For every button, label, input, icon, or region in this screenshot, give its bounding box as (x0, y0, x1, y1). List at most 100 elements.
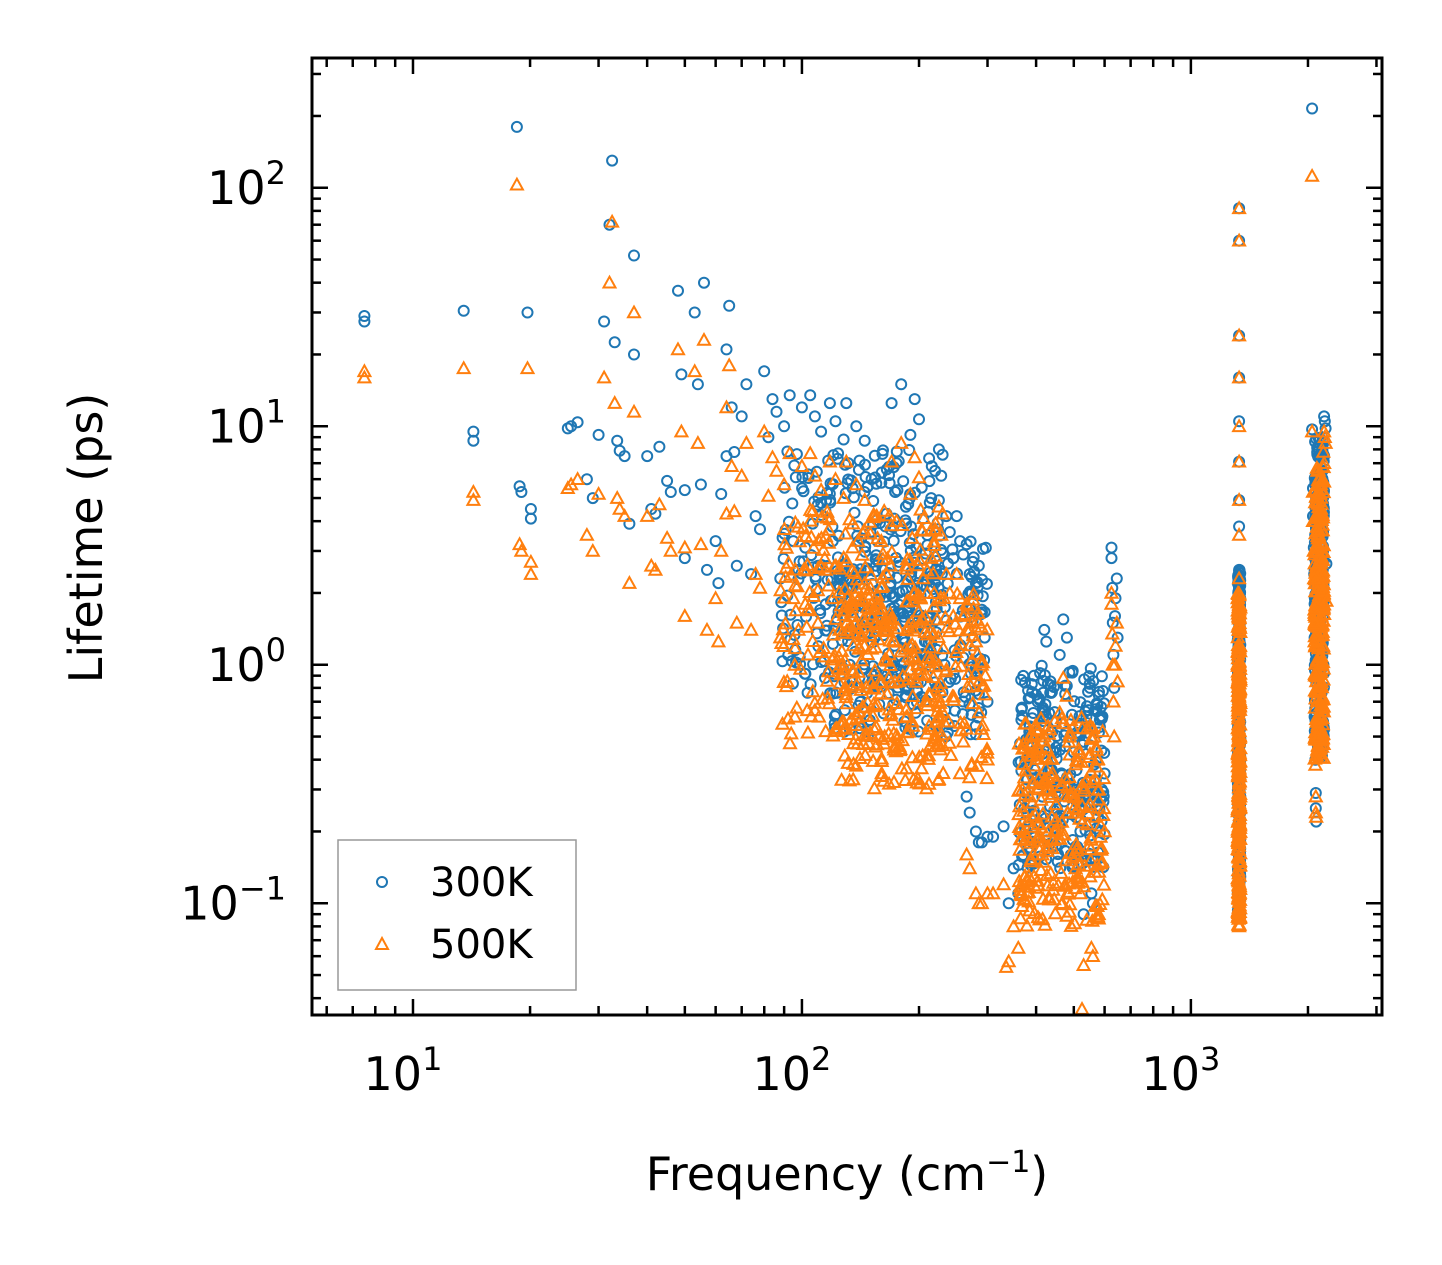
300k-point (515, 486, 528, 498)
500k-point (1230, 870, 1246, 884)
500k-point (1052, 704, 1068, 719)
300k-point (925, 492, 938, 505)
x-tick-label: 103 (1141, 1040, 1220, 1101)
500k-point (1314, 655, 1330, 670)
300k-point (608, 336, 621, 349)
500k-point (1311, 681, 1327, 696)
500k-point (866, 506, 882, 521)
300k-point (976, 573, 988, 586)
500k-point (812, 644, 828, 658)
300k-point (966, 555, 979, 568)
500k-point (886, 725, 902, 740)
500k-point (789, 578, 806, 593)
500k-point (1231, 763, 1247, 778)
300k-point (664, 486, 677, 498)
300k-point (875, 476, 888, 489)
300k-point (1039, 698, 1052, 711)
500k-point (787, 561, 803, 576)
300k-point (890, 457, 903, 470)
x-tick-label: 101 (364, 1040, 443, 1101)
500k-point (616, 508, 633, 522)
legend-label-300k: 300K (430, 860, 534, 906)
300k-point (969, 825, 982, 838)
300k-point (904, 428, 917, 441)
500k-point (1306, 601, 1323, 616)
500k-point (913, 760, 930, 775)
500k-point (931, 771, 947, 786)
500k-point (898, 557, 914, 572)
300k-point (735, 410, 748, 423)
500k-point (850, 532, 866, 547)
500k-point (897, 640, 914, 655)
300k-point (1044, 679, 1057, 692)
300k-point (895, 378, 908, 391)
300k-point (1306, 102, 1319, 115)
500k-point (844, 539, 861, 554)
300k-point (1050, 741, 1062, 754)
500k-point (935, 765, 951, 779)
300k-point (850, 420, 863, 433)
500k-point (1231, 618, 1247, 632)
500k-point (639, 508, 655, 522)
500k-point (1307, 750, 1323, 765)
500k-point (890, 620, 906, 635)
300k-point (740, 378, 753, 391)
500k-point (799, 618, 815, 633)
300k-point (960, 790, 973, 803)
300k-point (789, 471, 802, 484)
500k-point (962, 860, 978, 875)
500k-point (979, 770, 995, 785)
500k-point (927, 727, 943, 742)
500k-point (960, 666, 977, 680)
300k-point (808, 410, 821, 423)
300k-point (1084, 662, 1097, 675)
500k-point (911, 665, 927, 680)
500k-point (807, 467, 823, 482)
500k-point (905, 688, 921, 702)
500k-point (663, 542, 679, 557)
500k-point (875, 545, 891, 560)
500k-point (1095, 807, 1111, 821)
500k-point (1308, 788, 1324, 803)
500k-point (822, 453, 838, 468)
500k-point (881, 669, 897, 684)
300k-point (521, 306, 534, 319)
500k-point (621, 575, 638, 589)
500k-point (900, 571, 916, 585)
500k-point (871, 728, 887, 743)
500k-point (1025, 818, 1041, 833)
500k-point (1307, 667, 1323, 682)
500k-point (818, 723, 834, 738)
500k-point (831, 560, 848, 575)
500k-point (979, 621, 995, 636)
500k-point (1049, 822, 1065, 837)
500k-point (1062, 728, 1078, 743)
300k-point (858, 434, 871, 447)
500k-point (1231, 601, 1247, 616)
500k-point (935, 640, 952, 655)
300k-point (628, 249, 640, 262)
legend-marker-300k (376, 876, 388, 888)
500k-point (854, 698, 871, 713)
500k-point (738, 435, 755, 449)
500k-point (883, 517, 899, 532)
500k-point (1033, 862, 1049, 876)
500k-point (699, 621, 715, 636)
300k-point (868, 449, 881, 462)
500k-point (1308, 808, 1324, 823)
300k-point (965, 708, 978, 721)
500k-point (949, 566, 965, 580)
500k-point (776, 638, 792, 652)
500k-point (845, 756, 862, 770)
300k-point (889, 486, 902, 498)
500k-point (1096, 770, 1112, 785)
500k-point (832, 675, 848, 690)
300k-point (1060, 631, 1073, 644)
500k-point (1019, 828, 1036, 843)
500k-point (898, 709, 914, 724)
500k-point (609, 490, 625, 504)
500k-point (930, 708, 947, 723)
500k-point (1083, 764, 1099, 779)
500k-point (927, 652, 943, 667)
500k-point (1311, 636, 1327, 651)
